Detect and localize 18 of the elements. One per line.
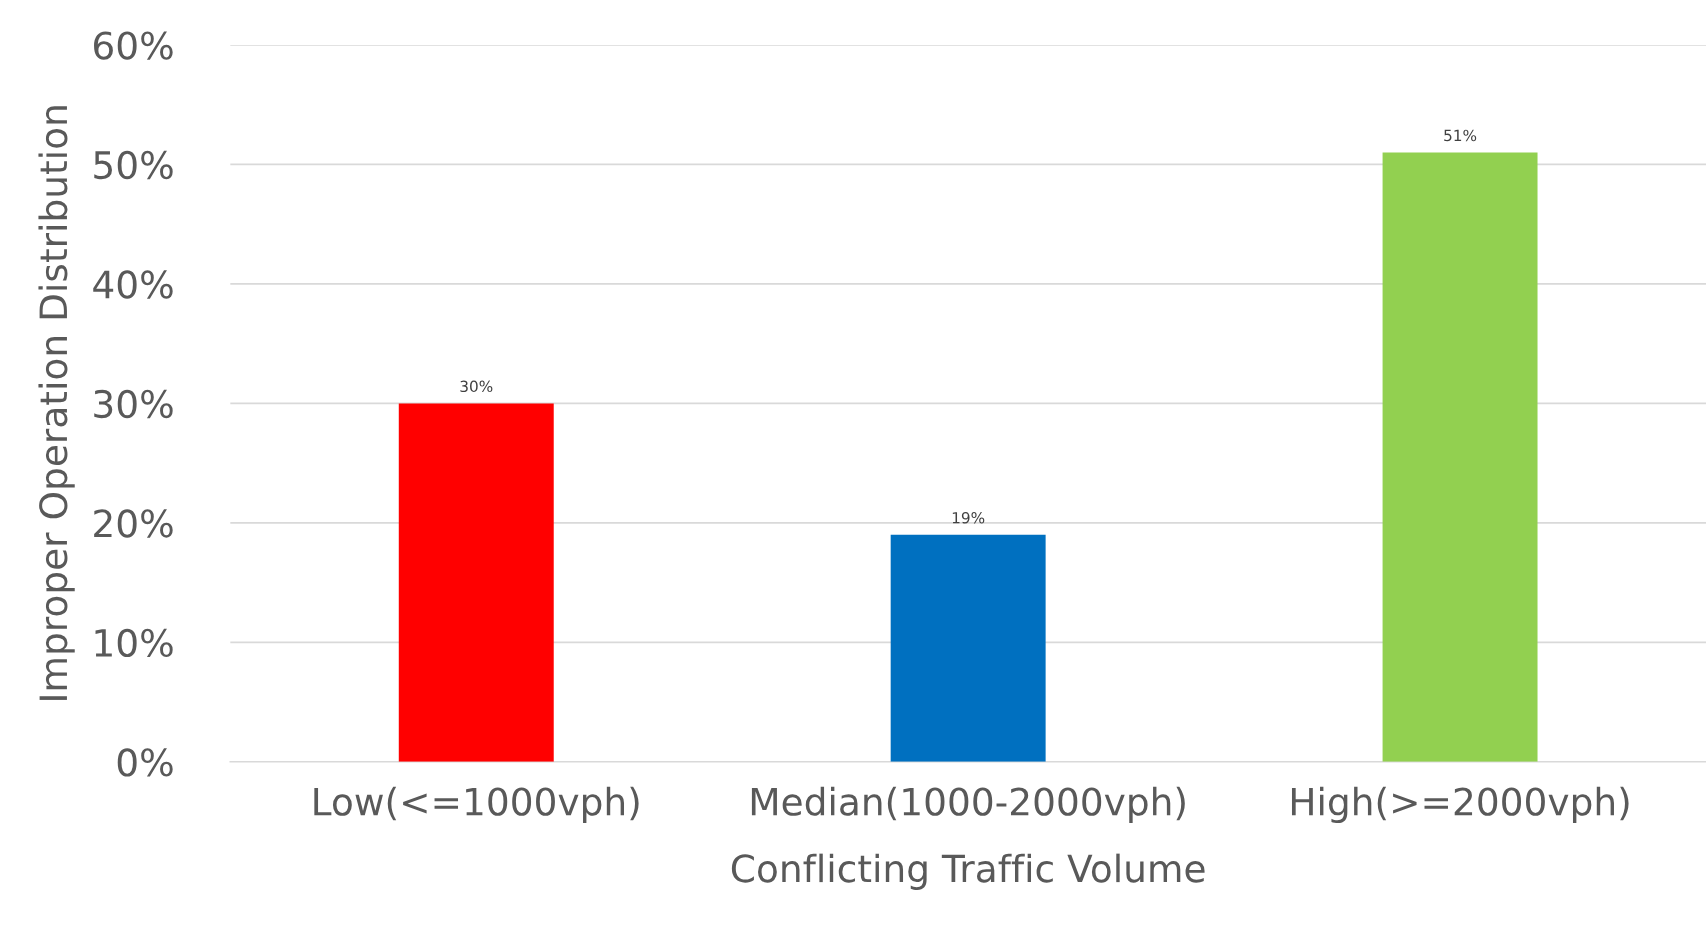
x-axis-title: Conflicting Traffic Volume: [731, 853, 1205, 890]
y-tick-label: 10%: [95, 628, 173, 658]
bar: [398, 403, 554, 762]
y-tick-label: 0%: [117, 748, 173, 777]
y-axis-title: Improper Operation Distribution: [38, 106, 75, 700]
bar: [1382, 152, 1538, 762]
y-tick-label: 40%: [93, 270, 173, 299]
y-tick-label: 60%: [94, 31, 173, 60]
y-tick-label: 20%: [94, 509, 173, 538]
x-tick-label: Low(<=1000vph): [314, 786, 639, 824]
data-label: 30%: [460, 380, 493, 393]
data-label: 51%: [1444, 129, 1477, 142]
data-label: 19%: [952, 511, 985, 524]
x-tick-label: Median(1000-2000vph): [751, 786, 1185, 824]
bar: [890, 534, 1046, 762]
y-tick-label: 50%: [94, 150, 173, 180]
y-tick-label: 30%: [94, 389, 173, 419]
x-tick-label: High(>=2000vph): [1291, 786, 1629, 824]
